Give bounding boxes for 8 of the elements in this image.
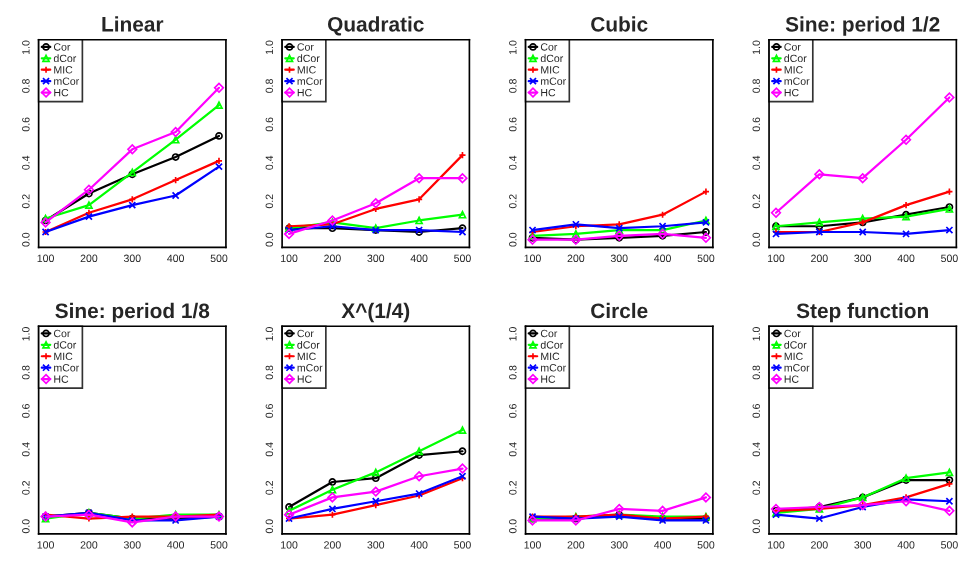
chart-title: Circle: [591, 302, 648, 319]
chart-title: Quadratic: [327, 16, 424, 36]
chart-title: Step function: [796, 302, 928, 323]
chart-title: X^(1/4): [341, 302, 410, 323]
chart-title: Sine: period 1/8: [55, 302, 210, 323]
chart-title: Linear: [102, 16, 164, 32]
chart-title: Sine: period 1/2: [785, 16, 940, 36]
chart-title: Cubic: [591, 16, 648, 32]
